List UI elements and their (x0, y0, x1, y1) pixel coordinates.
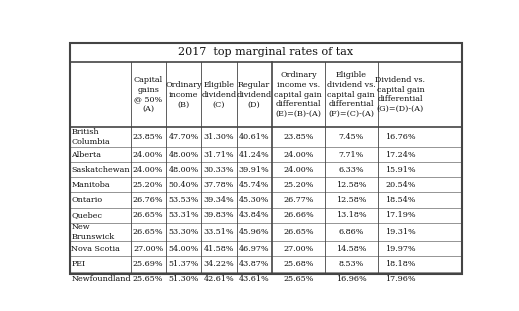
Text: 42.61%: 42.61% (203, 275, 234, 283)
Text: PEI: PEI (71, 260, 86, 268)
Text: 27.00%: 27.00% (283, 245, 313, 253)
Text: Eligible
dividend
(C): Eligible dividend (C) (201, 81, 237, 108)
Text: 25.65%: 25.65% (283, 275, 313, 283)
Text: 39.83%: 39.83% (203, 211, 234, 219)
Text: Ordinary
income vs.
capital gain
differential
(E)=(B)-(A): Ordinary income vs. capital gain differe… (275, 71, 322, 118)
Text: 45.96%: 45.96% (239, 228, 269, 236)
Text: New
Brunswick: New Brunswick (71, 223, 115, 241)
Text: 53.53%: 53.53% (168, 196, 199, 204)
Text: 26.77%: 26.77% (283, 196, 313, 204)
Text: 24.00%: 24.00% (133, 151, 163, 159)
Text: 43.61%: 43.61% (239, 275, 269, 283)
Text: 24.00%: 24.00% (283, 151, 313, 159)
Text: 2017  top marginal rates of tax: 2017 top marginal rates of tax (179, 47, 353, 58)
Text: 48.00%: 48.00% (168, 151, 199, 159)
Text: Capital
gains
@ 50%
(A): Capital gains @ 50% (A) (134, 76, 163, 113)
Text: 37.78%: 37.78% (203, 181, 234, 189)
Text: 8.53%: 8.53% (339, 260, 364, 268)
Text: 40.61%: 40.61% (239, 133, 269, 141)
Text: 33.51%: 33.51% (203, 228, 234, 236)
Text: 26.65%: 26.65% (283, 228, 313, 236)
Text: 18.18%: 18.18% (385, 260, 416, 268)
Text: 18.54%: 18.54% (385, 196, 416, 204)
Text: Quebec: Quebec (71, 211, 102, 219)
Text: 23.85%: 23.85% (283, 133, 313, 141)
Text: Newfoundland: Newfoundland (71, 275, 131, 283)
Text: 27.00%: 27.00% (133, 245, 163, 253)
Text: 53.30%: 53.30% (168, 228, 199, 236)
Text: 17.96%: 17.96% (385, 275, 416, 283)
Text: 41.24%: 41.24% (239, 151, 269, 159)
Text: 53.31%: 53.31% (168, 211, 199, 219)
Text: 19.31%: 19.31% (385, 228, 416, 236)
Text: 16.96%: 16.96% (336, 275, 367, 283)
Text: 19.97%: 19.97% (385, 245, 416, 253)
Text: 50.40%: 50.40% (168, 181, 199, 189)
Text: 24.00%: 24.00% (283, 166, 313, 174)
Text: 25.20%: 25.20% (283, 181, 313, 189)
Text: 39.34%: 39.34% (203, 196, 234, 204)
Text: 7.45%: 7.45% (339, 133, 364, 141)
Text: 14.58%: 14.58% (336, 245, 366, 253)
Text: 51.37%: 51.37% (168, 260, 199, 268)
Text: Ontario: Ontario (71, 196, 102, 204)
Text: 13.18%: 13.18% (336, 211, 367, 219)
Text: 26.76%: 26.76% (133, 196, 163, 204)
Text: 31.71%: 31.71% (203, 151, 234, 159)
Text: 26.65%: 26.65% (133, 228, 163, 236)
Text: 25.65%: 25.65% (133, 275, 163, 283)
Text: Manitoba: Manitoba (71, 181, 110, 189)
Text: Nova Scotia: Nova Scotia (71, 245, 120, 253)
Text: 7.71%: 7.71% (339, 151, 364, 159)
Text: 12.58%: 12.58% (336, 181, 366, 189)
Text: 31.30%: 31.30% (203, 133, 234, 141)
Text: Saskatchewan: Saskatchewan (71, 166, 130, 174)
Text: Ordinary
income
(B): Ordinary income (B) (165, 81, 202, 108)
Text: 45.74%: 45.74% (239, 181, 269, 189)
Text: 25.68%: 25.68% (283, 260, 313, 268)
Text: 43.87%: 43.87% (239, 260, 269, 268)
Text: 25.20%: 25.20% (133, 181, 163, 189)
Text: Dividend vs.
capital gain
differential
(G)=(D)-(A): Dividend vs. capital gain differential (… (375, 76, 426, 113)
Text: 24.00%: 24.00% (133, 166, 163, 174)
Text: 25.69%: 25.69% (133, 260, 163, 268)
Text: 20.54%: 20.54% (385, 181, 416, 189)
Text: 6.33%: 6.33% (338, 166, 364, 174)
Text: 51.30%: 51.30% (168, 275, 199, 283)
Text: 39.91%: 39.91% (239, 166, 269, 174)
Text: 17.24%: 17.24% (385, 151, 416, 159)
Text: 6.86%: 6.86% (338, 228, 364, 236)
Text: Eligible
dividend vs.
capital gain
differential
(F)=(C)-(A): Eligible dividend vs. capital gain diffe… (327, 71, 376, 118)
Text: 30.33%: 30.33% (203, 166, 234, 174)
Text: 48.00%: 48.00% (168, 166, 199, 174)
Text: 12.58%: 12.58% (336, 196, 366, 204)
Text: British
Columbia: British Columbia (71, 128, 110, 146)
Text: 17.19%: 17.19% (385, 211, 416, 219)
Text: 45.30%: 45.30% (239, 196, 269, 204)
Text: 47.70%: 47.70% (168, 133, 199, 141)
Text: 43.84%: 43.84% (239, 211, 269, 219)
Text: 54.00%: 54.00% (168, 245, 199, 253)
Text: 16.76%: 16.76% (385, 133, 416, 141)
Text: 23.85%: 23.85% (133, 133, 163, 141)
Text: 26.66%: 26.66% (283, 211, 314, 219)
Text: 46.97%: 46.97% (239, 245, 269, 253)
Text: 34.22%: 34.22% (203, 260, 234, 268)
Text: 15.91%: 15.91% (385, 166, 416, 174)
Text: Alberta: Alberta (71, 151, 101, 159)
Text: 41.58%: 41.58% (203, 245, 234, 253)
Text: 26.65%: 26.65% (133, 211, 163, 219)
Text: Regular
dividend
(D): Regular dividend (D) (237, 81, 272, 108)
